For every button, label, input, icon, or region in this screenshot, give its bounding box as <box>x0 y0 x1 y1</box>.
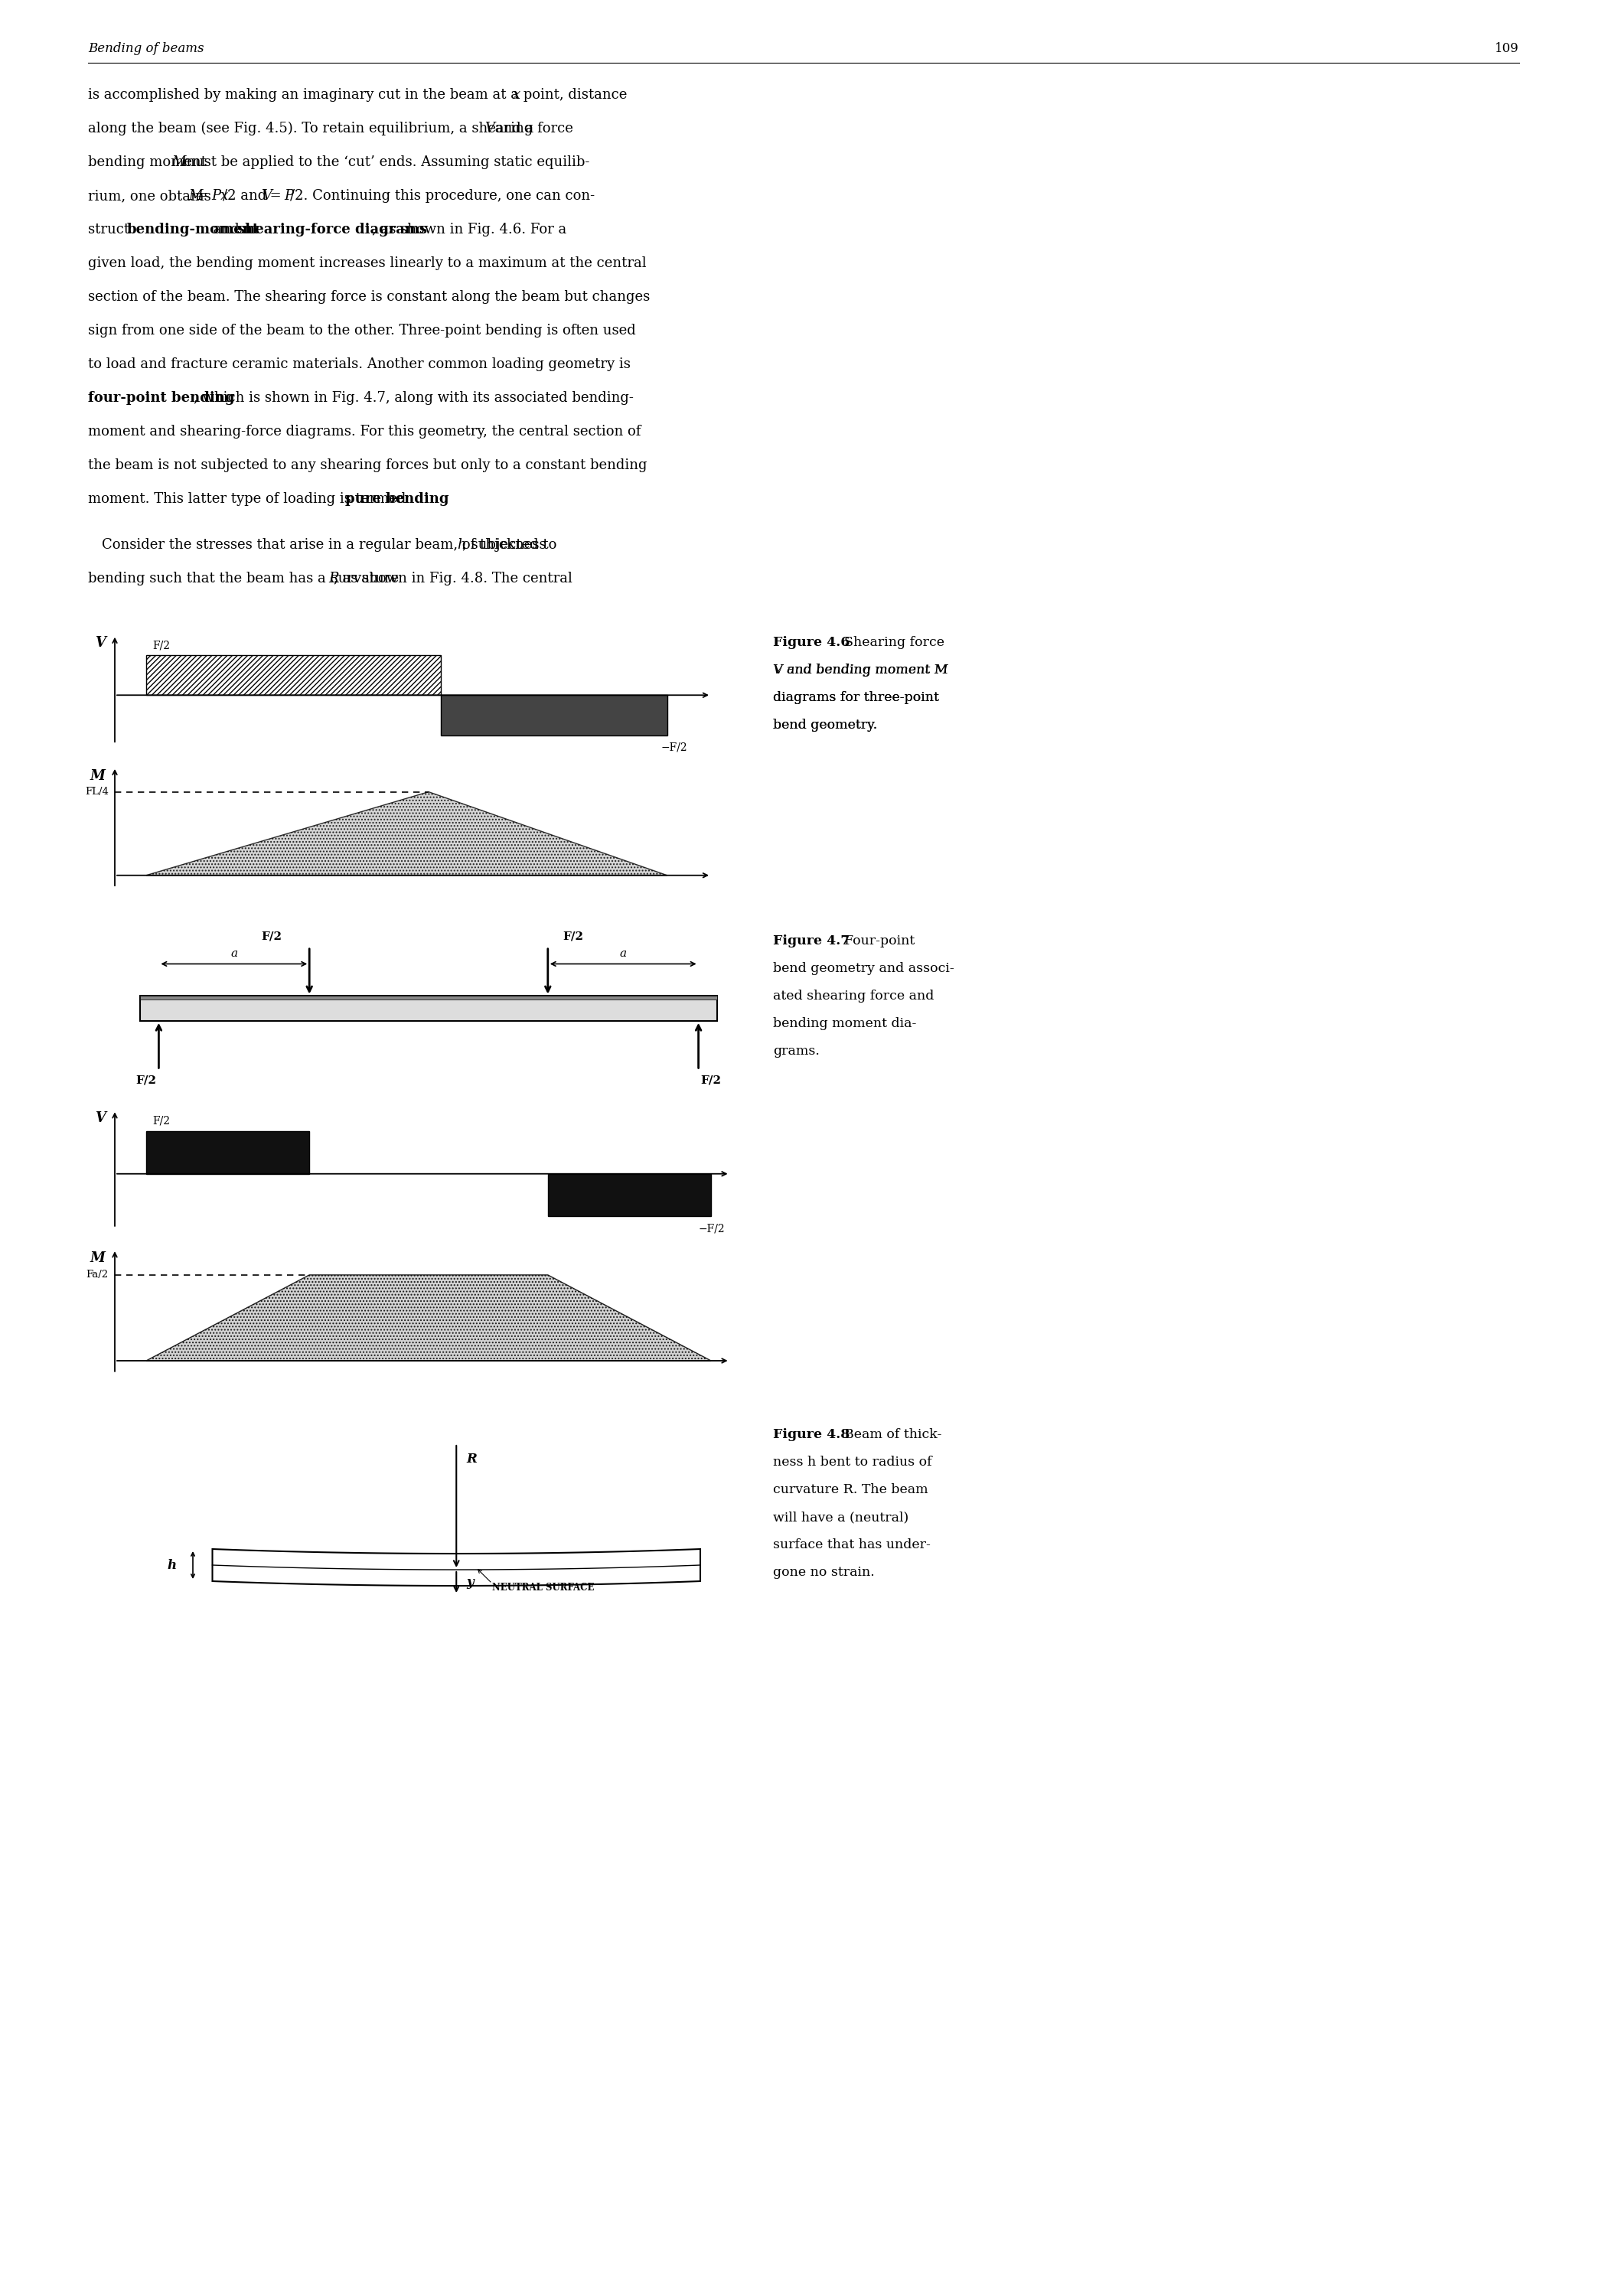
Text: Px: Px <box>211 188 228 202</box>
Text: moment. This latter type of loading is termed: moment. This latter type of loading is t… <box>88 491 410 505</box>
Text: M: M <box>90 769 106 783</box>
Text: bend geometry and associ-: bend geometry and associ- <box>773 962 954 976</box>
Text: bend geometry.: bend geometry. <box>773 719 878 732</box>
Text: diagrams for three-point: diagrams for three-point <box>773 691 939 705</box>
Text: struct: struct <box>88 223 133 236</box>
Text: =: = <box>267 188 285 202</box>
Text: .: . <box>415 491 420 505</box>
Polygon shape <box>146 654 441 696</box>
Text: FL/4: FL/4 <box>85 788 108 797</box>
Text: ated shearing force and: ated shearing force and <box>773 990 934 1003</box>
Text: moment and shearing-force diagrams. For this geometry, the central section of: moment and shearing-force diagrams. For … <box>88 425 642 439</box>
Polygon shape <box>212 1550 701 1587</box>
Text: F/2: F/2 <box>563 930 584 941</box>
Text: and a: and a <box>490 122 534 135</box>
Text: , subjected to: , subjected to <box>463 537 556 551</box>
Text: Consider the stresses that arise in a regular beam, of thickness: Consider the stresses that arise in a re… <box>88 537 550 551</box>
Text: /2. Continuing this procedure, one can con-: /2. Continuing this procedure, one can c… <box>289 188 595 202</box>
Text: diagrams for three-point: diagrams for three-point <box>773 691 939 705</box>
Polygon shape <box>441 696 667 735</box>
Text: F/2: F/2 <box>153 1116 170 1127</box>
Text: bending moment: bending moment <box>88 156 211 170</box>
Text: Figure 4.7: Figure 4.7 <box>773 934 849 948</box>
Text: gone no strain.: gone no strain. <box>773 1566 875 1580</box>
Text: Shearing force: Shearing force <box>836 636 944 650</box>
Text: V: V <box>262 188 272 202</box>
Text: −F/2: −F/2 <box>698 1224 725 1235</box>
Text: Beam of thick-: Beam of thick- <box>836 1428 942 1442</box>
Text: F/2: F/2 <box>153 641 170 650</box>
Text: NEUTRAL SURFACE: NEUTRAL SURFACE <box>492 1582 595 1593</box>
Text: h: h <box>457 537 466 551</box>
Text: a: a <box>230 948 238 960</box>
Text: M: M <box>172 156 187 170</box>
Text: bending-moment: bending-moment <box>127 223 259 236</box>
Text: M: M <box>188 188 203 202</box>
Bar <box>140 996 717 999</box>
Text: F/2: F/2 <box>262 930 281 941</box>
Text: Four-point: Four-point <box>836 934 915 948</box>
Text: will have a (neutral): will have a (neutral) <box>773 1511 909 1525</box>
Text: Figure 4.8: Figure 4.8 <box>773 1428 849 1442</box>
Text: /2 and: /2 and <box>222 188 270 202</box>
Text: and: and <box>209 223 244 236</box>
Polygon shape <box>146 792 667 875</box>
Text: , as shown in Fig. 4.8. The central: , as shown in Fig. 4.8. The central <box>334 572 572 585</box>
Text: bend geometry.: bend geometry. <box>773 719 878 732</box>
Text: M: M <box>90 1251 106 1265</box>
Text: , which is shown in Fig. 4.7, along with its associated bending-: , which is shown in Fig. 4.7, along with… <box>193 390 634 404</box>
Text: sign from one side of the beam to the other. Three-point bending is often used: sign from one side of the beam to the ot… <box>88 324 635 338</box>
Text: along the beam (see Fig. 4.5). To retain equilibrium, a shearing force: along the beam (see Fig. 4.5). To retain… <box>88 122 577 135</box>
Text: F/2: F/2 <box>135 1075 156 1086</box>
Text: to load and fracture ceramic materials. Another common loading geometry is: to load and fracture ceramic materials. … <box>88 358 630 372</box>
Text: F/2: F/2 <box>701 1075 722 1086</box>
Text: a: a <box>619 948 627 960</box>
Text: given load, the bending moment increases linearly to a maximum at the central: given load, the bending moment increases… <box>88 257 646 271</box>
Polygon shape <box>548 1173 711 1217</box>
Text: must be applied to the ‘cut’ ends. Assuming static equilib-: must be applied to the ‘cut’ ends. Assum… <box>177 156 590 170</box>
Text: the beam is not subjected to any shearing forces but only to a constant bending: the beam is not subjected to any shearin… <box>88 459 646 473</box>
Text: V and bending moment M: V and bending moment M <box>773 664 949 677</box>
Bar <box>140 996 717 1022</box>
Text: four-point bending: four-point bending <box>88 390 235 404</box>
Text: curvature R. The beam: curvature R. The beam <box>773 1483 928 1497</box>
Text: , as shown in Fig. 4.6. For a: , as shown in Fig. 4.6. For a <box>371 223 566 236</box>
Text: V: V <box>95 1111 106 1125</box>
Text: R: R <box>466 1453 476 1465</box>
Text: =: = <box>195 188 211 202</box>
Text: bending moment dia-: bending moment dia- <box>773 1017 917 1031</box>
Text: section of the beam. The shearing force is constant along the beam but changes: section of the beam. The shearing force … <box>88 289 650 303</box>
Text: shearing-force diagrams: shearing-force diagrams <box>236 223 428 236</box>
Text: V and bending moment M: V and bending moment M <box>773 664 949 677</box>
Text: x: x <box>513 87 521 101</box>
Text: ness h bent to radius of: ness h bent to radius of <box>773 1456 933 1469</box>
Text: V: V <box>95 636 106 650</box>
Polygon shape <box>146 1132 309 1173</box>
Text: pure bending: pure bending <box>346 491 449 505</box>
Text: Fa/2: Fa/2 <box>87 1270 108 1279</box>
Text: −F/2: −F/2 <box>661 742 687 753</box>
Text: Bending of beams: Bending of beams <box>88 41 204 55</box>
Polygon shape <box>146 1274 711 1362</box>
Text: grams.: grams. <box>773 1045 820 1058</box>
Text: bending such that the beam has a curvature: bending such that the beam has a curvatu… <box>88 572 404 585</box>
Text: y: y <box>466 1575 473 1589</box>
Text: is accomplished by making an imaginary cut in the beam at a point, distance: is accomplished by making an imaginary c… <box>88 87 632 101</box>
Text: h: h <box>167 1559 177 1570</box>
Text: R: R <box>328 572 339 585</box>
Text: 109: 109 <box>1495 41 1520 55</box>
Text: V: V <box>484 122 495 135</box>
Text: surface that has under-: surface that has under- <box>773 1538 931 1552</box>
Text: rium, one obtains: rium, one obtains <box>88 188 215 202</box>
Text: Figure 4.6: Figure 4.6 <box>773 636 849 650</box>
Text: P: P <box>285 188 293 202</box>
